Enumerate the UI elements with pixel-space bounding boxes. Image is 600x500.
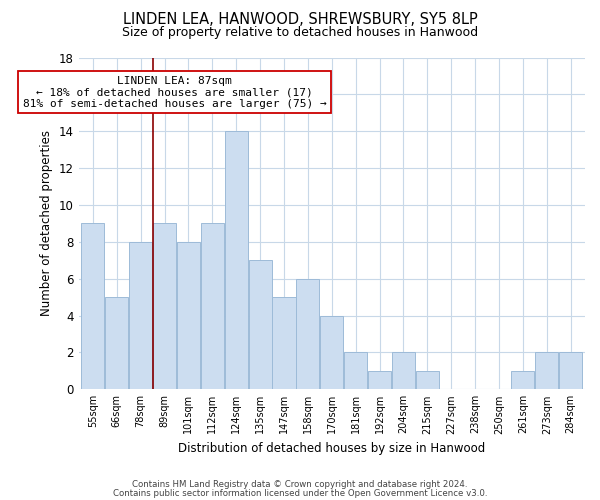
Bar [153,224,176,390]
Text: Contains HM Land Registry data © Crown copyright and database right 2024.: Contains HM Land Registry data © Crown c… [132,480,468,489]
Bar [248,260,272,390]
Bar [392,352,415,390]
Bar [320,316,343,390]
Text: LINDEN LEA: 87sqm
← 18% of detached houses are smaller (17)
81% of semi-detached: LINDEN LEA: 87sqm ← 18% of detached hous… [23,76,326,109]
Text: LINDEN LEA, HANWOOD, SHREWSBURY, SY5 8LP: LINDEN LEA, HANWOOD, SHREWSBURY, SY5 8LP [122,12,478,28]
Bar [105,297,128,390]
Y-axis label: Number of detached properties: Number of detached properties [40,130,53,316]
Bar [344,352,367,390]
Bar [296,278,319,390]
Bar [224,131,248,390]
Bar [177,242,200,390]
Text: Contains public sector information licensed under the Open Government Licence v3: Contains public sector information licen… [113,488,487,498]
Bar [272,297,296,390]
Bar [416,371,439,390]
Bar [511,371,535,390]
Bar [201,224,224,390]
Bar [81,224,104,390]
X-axis label: Distribution of detached houses by size in Hanwood: Distribution of detached houses by size … [178,442,485,455]
Text: Size of property relative to detached houses in Hanwood: Size of property relative to detached ho… [122,26,478,39]
Bar [129,242,152,390]
Bar [559,352,582,390]
Bar [535,352,559,390]
Bar [368,371,391,390]
